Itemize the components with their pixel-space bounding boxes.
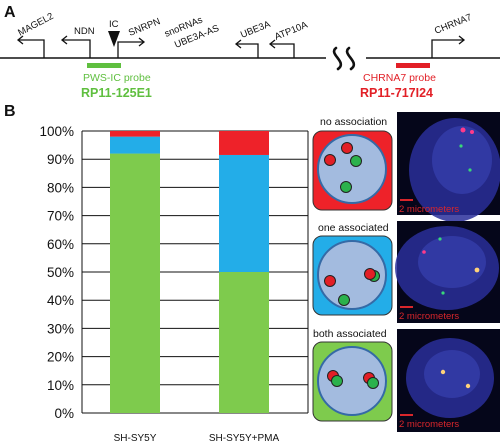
chromosome-break-icon [332,46,356,71]
nucleus-icon [317,346,387,416]
gene-arrow-atp10a [268,39,295,58]
colocalized-signal-spot [440,369,446,375]
probe-name-pws-ic: PWS-IC probe [83,72,151,84]
probe-name-chrna7: CHRNA7 probe [363,72,436,84]
bar-segment [219,154,269,272]
chart-y-axis: 0% 10% 20% 30% 40% 50% 60% 70% 80% 90% 100% [39,124,74,421]
legend-schematics: no association one associated both assoc… [312,116,393,422]
bar-segment [219,272,269,413]
probe-clone-pws-ic: RP11-125E1 [81,86,152,100]
red-signal-icon [324,154,336,166]
gene-label-atp10a: ATP10A [273,19,310,42]
bar-segment [219,131,269,155]
y-tick-label: 30% [47,321,74,336]
gene-label-ic: IC [109,19,119,30]
probe-bar-chrna7 [396,63,430,68]
schematic-no-association: no association [312,116,393,211]
gene-arrow-chrna7 [431,35,466,58]
micrographs: 2 micrometers 2 micrometers 2 micrometer… [395,112,500,432]
stacked-bar-chart: 0% 10% 20% 30% 40% 50% 60% 70% 80% 90% 100% SH-SY5… [39,124,309,443]
bar-segment [110,131,160,137]
red-signal-icon [324,275,336,287]
gene-label-chrna7: CHRNA7 [433,12,473,37]
probe-clone-chrna7: RP11-717I24 [360,86,433,100]
green-signal-spot [438,237,442,241]
green-signal-icon [367,377,379,389]
colocalized-signal-spot [465,383,471,389]
y-tick-label: 100% [39,124,74,139]
red-signal-icon [341,142,353,154]
green-signal-spot [468,168,472,172]
green-signal-icon [350,155,362,167]
red-signal-spot [422,250,426,254]
y-tick-label: 90% [47,152,74,167]
imprinting-center-marker-icon [108,31,120,47]
chart-bars [110,131,269,413]
panel-b-letter: B [4,103,16,120]
bar-segment [110,136,160,154]
green-signal-icon [331,375,343,387]
probe-bar-pws-ic [87,63,121,68]
red-signal-icon [364,268,376,280]
panel-a-letter: A [4,4,16,21]
bar-segment [110,153,160,413]
scale-bar-label: 2 micrometers [399,204,459,215]
y-tick-label: 10% [47,378,74,393]
gene-label-magel2: MAGEL2 [16,11,55,39]
condition-label-none: no association [320,116,387,128]
red-signal-spot [460,127,466,133]
gene-arrow-ube3a [234,39,259,58]
condition-label-one: one associated [318,222,389,234]
scale-bar [400,199,413,201]
micrograph-no-association: 2 micrometers [397,112,500,222]
gene-arrow-snrpn [117,37,146,58]
green-signal-spot [459,144,463,148]
green-signal-icon [340,181,352,193]
scale-bar-label: 2 micrometers [399,419,459,430]
x-category-label: SH-SY5Y [114,433,157,443]
y-tick-label: 60% [47,237,74,252]
panel-a: A [0,4,500,100]
scale-bar [400,414,413,416]
gene-arrow-magel2 [16,35,45,58]
y-tick-label: 70% [47,209,74,224]
gene-label-snrpn: SNRPN [127,16,162,39]
micrograph-one-associated: 2 micrometers [395,221,500,323]
panel-b: B 0% 10% 20% 30% 40% 50% 60% 70% 80% 90% 100% SH-S… [4,103,309,443]
red-signal-spot [470,130,474,134]
nucleus-icon [317,240,387,310]
gene-label-ndn: NDN [74,26,95,37]
colocalized-signal-spot [474,267,480,273]
chart-x-axis: SH-SY5Y SH-SY5Y+PMA [114,433,280,443]
gene-label-ube3a: UBE3A [239,19,273,41]
y-tick-label: 50% [47,265,74,280]
y-tick-label: 0% [54,406,74,421]
green-signal-spot [441,291,445,295]
scale-bar-label: 2 micrometers [399,311,459,322]
y-tick-label: 20% [47,350,74,365]
x-category-label: SH-SY5Y+PMA [209,433,280,443]
y-tick-label: 80% [47,180,74,195]
micrograph-both-associated: 2 micrometers [397,329,500,432]
schematic-both-associated: both associated [312,328,393,422]
schematic-one-associated: one associated [312,222,393,316]
y-tick-label: 40% [47,293,74,308]
nucleus-icon [317,134,387,204]
green-signal-icon [338,294,350,306]
gene-arrow-ndn [60,35,91,58]
scale-bar [400,306,413,308]
condition-label-both: both associated [313,328,387,340]
